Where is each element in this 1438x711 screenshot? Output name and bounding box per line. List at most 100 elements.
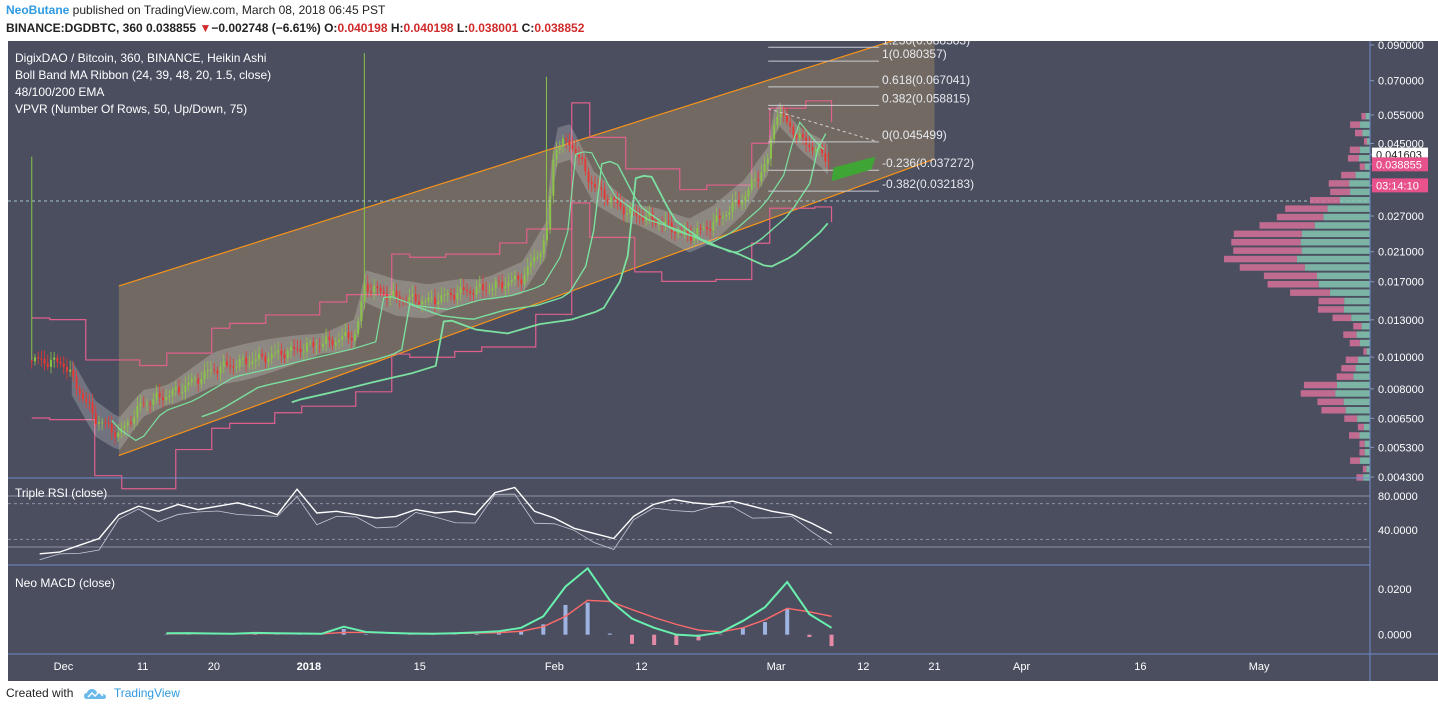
candle-body[interactable] <box>155 392 158 400</box>
candle-body[interactable] <box>251 361 254 365</box>
candle-body[interactable] <box>789 121 792 127</box>
candle-body[interactable] <box>657 223 660 225</box>
candle-body[interactable] <box>379 287 382 292</box>
candle-body[interactable] <box>619 202 622 207</box>
candle-body[interactable] <box>821 145 824 154</box>
candle-body[interactable] <box>635 211 638 216</box>
candle-body[interactable] <box>792 126 795 135</box>
candle-body[interactable] <box>158 392 161 398</box>
candle-body[interactable] <box>277 350 280 353</box>
candle-body[interactable] <box>417 301 420 305</box>
candle-body[interactable] <box>321 343 324 348</box>
candle-body[interactable] <box>395 290 398 297</box>
candle-body[interactable] <box>667 221 670 223</box>
candle-body[interactable] <box>341 335 344 340</box>
candle-body[interactable] <box>232 366 235 368</box>
candle-body[interactable] <box>808 144 811 148</box>
candle-body[interactable] <box>651 212 654 221</box>
candle-body[interactable] <box>763 164 766 173</box>
candle-body[interactable] <box>385 293 388 300</box>
candle-body[interactable] <box>347 332 350 338</box>
candle-body[interactable] <box>219 366 222 374</box>
candle-body[interactable] <box>625 213 628 215</box>
candle-body[interactable] <box>504 285 507 289</box>
candle-body[interactable] <box>350 337 353 341</box>
candle-body[interactable] <box>565 138 568 141</box>
candle-body[interactable] <box>699 227 702 229</box>
candle-body[interactable] <box>235 366 238 368</box>
candle-body[interactable] <box>331 340 334 346</box>
candle-body[interactable] <box>616 199 619 203</box>
rsi-line[interactable] <box>39 486 832 555</box>
candle-body[interactable] <box>584 159 587 172</box>
candle-body[interactable] <box>459 287 462 294</box>
candle-body[interactable] <box>110 423 113 433</box>
candle-body[interactable] <box>161 397 164 401</box>
candle-body[interactable] <box>798 134 801 138</box>
candle-body[interactable] <box>622 206 625 215</box>
candle-body[interactable] <box>456 293 459 300</box>
candle-body[interactable] <box>325 336 328 344</box>
candle-body[interactable] <box>165 397 168 401</box>
candle-body[interactable] <box>549 195 552 229</box>
candle-body[interactable] <box>184 385 187 393</box>
candle-body[interactable] <box>241 357 244 360</box>
author-name[interactable]: NeoButane <box>6 3 70 17</box>
candle-body[interactable] <box>248 364 251 366</box>
candle-body[interactable] <box>193 378 196 380</box>
candle-body[interactable] <box>129 422 132 424</box>
candle-body[interactable] <box>747 189 750 197</box>
candle-body[interactable] <box>731 202 734 213</box>
candle-body[interactable] <box>766 158 769 165</box>
projection-box[interactable] <box>831 156 876 182</box>
candle-body[interactable] <box>37 357 40 359</box>
candle-body[interactable] <box>97 422 100 424</box>
candle-body[interactable] <box>491 288 494 291</box>
candle-body[interactable] <box>411 294 414 297</box>
candle-body[interactable] <box>273 352 276 354</box>
candle-body[interactable] <box>53 357 56 360</box>
candle-body[interactable] <box>478 284 481 287</box>
candle-body[interactable] <box>481 284 484 291</box>
candle-body[interactable] <box>107 422 110 424</box>
candle-body[interactable] <box>824 153 827 162</box>
candle-body[interactable] <box>392 290 395 297</box>
candle-body[interactable] <box>782 113 785 116</box>
candle-body[interactable] <box>30 359 33 362</box>
candle-body[interactable] <box>427 297 430 301</box>
candle-body[interactable] <box>59 362 62 364</box>
candle-body[interactable] <box>398 296 401 301</box>
candle-body[interactable] <box>446 292 449 295</box>
candle-body[interactable] <box>520 279 523 284</box>
candle-body[interactable] <box>174 386 177 390</box>
candle-body[interactable] <box>181 392 184 394</box>
candle-body[interactable] <box>721 216 724 218</box>
candle-body[interactable] <box>94 413 97 424</box>
candle-body[interactable] <box>465 290 468 292</box>
candle-body[interactable] <box>814 149 817 151</box>
candle-body[interactable] <box>773 124 776 140</box>
candle-body[interactable] <box>337 339 340 343</box>
candle-body[interactable] <box>485 290 488 292</box>
candle-body[interactable] <box>488 290 491 292</box>
price-pane[interactable]: 1.236(0.088583)1(0.080357)0.618(0.067041… <box>8 26 1370 490</box>
candle-body[interactable] <box>366 283 369 292</box>
candle-body[interactable] <box>568 140 571 146</box>
candle-body[interactable] <box>149 403 152 406</box>
channel-upper-line[interactable] <box>118 26 935 287</box>
candle-body[interactable] <box>353 333 356 341</box>
candle-body[interactable] <box>638 215 641 218</box>
candle-body[interactable] <box>91 402 94 414</box>
candle-body[interactable] <box>664 221 667 225</box>
candle-body[interactable] <box>501 282 504 289</box>
candle-body[interactable] <box>229 365 232 367</box>
candle-body[interactable] <box>593 184 596 188</box>
candle-body[interactable] <box>270 353 273 359</box>
candle-body[interactable] <box>587 171 590 183</box>
candle-body[interactable] <box>795 134 798 138</box>
candle-body[interactable] <box>571 145 574 149</box>
candle-body[interactable] <box>776 116 779 125</box>
candle-body[interactable] <box>718 215 721 218</box>
candle-body[interactable] <box>254 359 257 362</box>
candle-body[interactable] <box>302 351 305 353</box>
